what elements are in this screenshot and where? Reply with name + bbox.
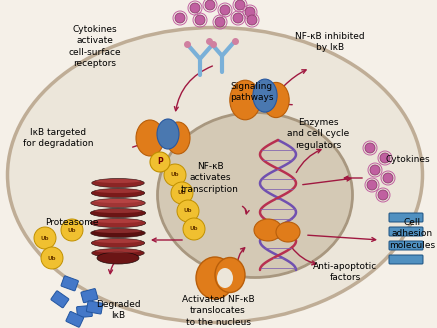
Ellipse shape (97, 252, 139, 264)
Circle shape (150, 152, 170, 172)
Circle shape (245, 7, 255, 17)
FancyBboxPatch shape (389, 213, 423, 222)
Text: Ub: Ub (41, 236, 49, 240)
Circle shape (370, 165, 380, 175)
Circle shape (220, 5, 230, 15)
Circle shape (41, 247, 63, 269)
Ellipse shape (92, 249, 144, 257)
Text: Anti-apoptotic
factors: Anti-apoptotic factors (313, 262, 377, 282)
Circle shape (195, 15, 205, 25)
Ellipse shape (94, 219, 142, 223)
Ellipse shape (91, 229, 145, 237)
Ellipse shape (276, 222, 300, 242)
Text: Signaling
pathways: Signaling pathways (230, 82, 274, 102)
Circle shape (175, 13, 185, 23)
Text: Cytokines: Cytokines (386, 155, 430, 164)
FancyBboxPatch shape (389, 241, 423, 250)
FancyBboxPatch shape (66, 312, 83, 327)
Text: Ub: Ub (178, 191, 186, 195)
Ellipse shape (96, 179, 140, 183)
Ellipse shape (92, 178, 144, 188)
Ellipse shape (96, 249, 140, 253)
Circle shape (61, 219, 83, 241)
Ellipse shape (95, 229, 141, 233)
Text: Ub: Ub (48, 256, 56, 260)
Circle shape (215, 17, 225, 27)
Circle shape (247, 15, 257, 25)
FancyBboxPatch shape (51, 291, 69, 308)
Ellipse shape (254, 219, 282, 241)
Ellipse shape (90, 218, 146, 228)
Text: Ub: Ub (190, 227, 198, 232)
Circle shape (171, 182, 193, 204)
Text: IκB targeted
for degradation: IκB targeted for degradation (23, 128, 93, 149)
Text: Activated NF-κB
translocates
to the nucleus: Activated NF-κB translocates to the nucl… (182, 295, 254, 327)
Ellipse shape (166, 122, 190, 154)
Ellipse shape (7, 28, 423, 322)
Circle shape (190, 3, 200, 13)
Ellipse shape (95, 189, 141, 193)
Circle shape (233, 13, 243, 23)
Ellipse shape (136, 120, 164, 156)
Ellipse shape (95, 199, 141, 203)
Text: Ub: Ub (184, 209, 192, 214)
FancyBboxPatch shape (389, 227, 423, 236)
FancyBboxPatch shape (389, 255, 423, 264)
Ellipse shape (230, 80, 260, 120)
Ellipse shape (157, 119, 179, 149)
Text: NF-κB inhibited
by IκB: NF-κB inhibited by IκB (295, 32, 365, 52)
Ellipse shape (94, 209, 142, 213)
Ellipse shape (91, 198, 145, 208)
Ellipse shape (253, 79, 277, 112)
Text: P: P (157, 157, 163, 167)
Circle shape (34, 227, 56, 249)
Circle shape (365, 143, 375, 153)
Text: Degraded
IκB: Degraded IκB (96, 300, 140, 320)
FancyBboxPatch shape (61, 276, 78, 291)
Ellipse shape (196, 257, 234, 299)
Circle shape (383, 173, 393, 183)
Ellipse shape (91, 189, 145, 197)
Text: Ub: Ub (68, 228, 76, 233)
Circle shape (380, 153, 390, 163)
Text: Proteasome: Proteasome (45, 218, 99, 227)
Text: NF-κB
activates
transcription: NF-κB activates transcription (181, 162, 239, 194)
Circle shape (183, 218, 205, 240)
Circle shape (164, 164, 186, 186)
Circle shape (367, 180, 377, 190)
FancyBboxPatch shape (87, 301, 103, 314)
Circle shape (378, 190, 388, 200)
Ellipse shape (215, 257, 245, 293)
Ellipse shape (263, 82, 289, 118)
Circle shape (205, 0, 215, 10)
Ellipse shape (91, 238, 145, 248)
Text: Enzymes
and cell cycle
regulators: Enzymes and cell cycle regulators (287, 118, 349, 150)
Ellipse shape (217, 268, 233, 288)
Ellipse shape (157, 113, 353, 277)
Text: Cell
adhesion
molecules: Cell adhesion molecules (389, 218, 435, 250)
Circle shape (177, 200, 199, 222)
Ellipse shape (95, 239, 141, 243)
Ellipse shape (90, 209, 146, 217)
FancyBboxPatch shape (76, 305, 92, 318)
Circle shape (235, 0, 245, 10)
FancyBboxPatch shape (81, 289, 98, 303)
Text: Ub: Ub (171, 173, 179, 177)
Text: Cytokines
activate
cell-surface
receptors: Cytokines activate cell-surface receptor… (69, 25, 121, 68)
